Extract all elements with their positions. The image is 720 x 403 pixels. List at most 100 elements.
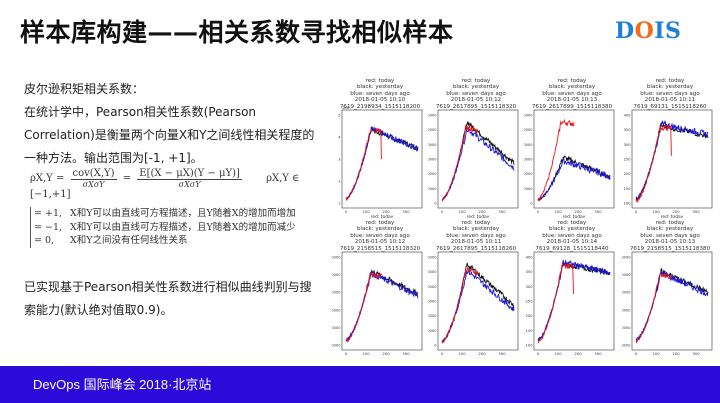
description-line: 一种方法。输出范围为[-1, +1]。 — [24, 151, 203, 165]
svg-text:1000000: 1000000 — [622, 308, 631, 312]
svg-text:1600000: 1600000 — [332, 256, 341, 260]
implementation-summary: 已实现基于Pearson相关性系数进行相似曲线判别与搜 索能力(默认绝对值取0.… — [24, 276, 324, 322]
logo-letter-s: S — [665, 18, 682, 44]
svg-text:100: 100 — [458, 351, 466, 356]
chart-caption: red: today black: yesterday blue: seven da… — [531, 78, 613, 110]
svg-text:200: 200 — [526, 314, 534, 318]
svg-text:1: 1 — [338, 202, 340, 206]
svg-text:1500000: 1500000 — [428, 300, 437, 304]
summary-line: 索能力(默认绝对值取0.9)。 — [24, 303, 173, 317]
chart-caption: red: today black: yesterday blue: seven da… — [339, 78, 421, 110]
svg-text:300000: 300000 — [524, 114, 533, 118]
logo-letter-d: D — [615, 18, 635, 44]
svg-text:350: 350 — [526, 270, 534, 274]
svg-text:red: today: red: today — [563, 214, 586, 218]
svg-text:400: 400 — [624, 114, 632, 118]
svg-text:250000: 250000 — [524, 128, 533, 132]
svg-text:100: 100 — [554, 351, 562, 356]
footer-bar: DevOps 国际峰会 2018·北京站 — [0, 366, 720, 403]
svg-text:100000: 100000 — [524, 172, 533, 176]
pearson-formula: ρX,Y = cov(X,Y) σXσY = E[(X − μX)(Y − μY)… — [30, 168, 300, 200]
svg-text:0: 0 — [635, 351, 638, 356]
svg-text:1200000: 1200000 — [622, 291, 631, 295]
svg-text:200: 200 — [672, 351, 680, 356]
svg-text:1400000: 1400000 — [332, 273, 341, 277]
svg-text:200: 200 — [624, 172, 632, 176]
svg-text:0: 0 — [635, 209, 638, 214]
svg-text:300: 300 — [692, 351, 700, 356]
svg-text:400: 400 — [526, 256, 534, 260]
svg-text:300: 300 — [498, 351, 506, 356]
svg-text:300: 300 — [402, 209, 410, 214]
svg-text:200: 200 — [672, 209, 680, 214]
similar-curve-chart: red: today black: yesterday blue: seven da… — [524, 218, 620, 360]
svg-text:300: 300 — [526, 285, 534, 289]
svg-text:150000: 150000 — [524, 158, 533, 162]
svg-text:300: 300 — [402, 351, 410, 356]
pearson-description: 皮尔逊积矩相关系数： 在统计学中，Pearson相关性系数(Pearson Co… — [24, 78, 324, 170]
svg-text:200: 200 — [478, 351, 486, 356]
similar-curve-chart: red: today black: yesterday blue: seven da… — [622, 218, 718, 360]
similar-curve-chart: red: today black: yesterday blue: seven da… — [428, 76, 524, 218]
chart-grid: red: today black: yesterday blue: seven da… — [332, 76, 718, 360]
svg-text:3000000: 3000000 — [428, 114, 437, 118]
svg-text:100: 100 — [362, 209, 370, 214]
description-line: Correlation)是衡量两个向量X和Y之间线性相关程度的 — [24, 128, 315, 142]
description-line: 在统计学中，Pearson相关性系数(Pearson — [24, 105, 257, 119]
svg-text:100: 100 — [526, 344, 534, 348]
svg-text:300: 300 — [624, 143, 632, 147]
chart-caption: red: today black: yesterday blue: seven da… — [339, 220, 421, 252]
svg-text:200: 200 — [574, 351, 582, 356]
similar-curve-chart: red: today black: yesterday blue: seven da… — [622, 76, 718, 218]
chart-caption: red: today black: yesterday blue: seven da… — [629, 220, 711, 252]
svg-text:1000000: 1000000 — [332, 308, 341, 312]
page-title: 样本库构建——相关系数寻找相似样本 — [20, 18, 454, 47]
pearson-heading: 皮尔逊积矩相关系数： — [24, 82, 145, 96]
svg-text:1200000: 1200000 — [332, 291, 341, 295]
case-row: = +1, X和Y可以由直线可方程描述，且Y随着X的增加而增加 — [34, 208, 296, 219]
svg-text:0: 0 — [530, 202, 533, 206]
chart-caption: red: today black: yesterday blue: seven da… — [535, 220, 609, 252]
svg-text:100: 100 — [652, 209, 660, 214]
svg-text:red: today: red: today — [661, 214, 684, 218]
svg-text:0: 0 — [537, 351, 540, 356]
svg-text:200: 200 — [382, 209, 390, 214]
svg-text:200: 200 — [478, 209, 486, 214]
svg-text:2500000: 2500000 — [428, 128, 437, 132]
svg-text:100: 100 — [554, 209, 562, 214]
svg-text:1000000: 1000000 — [428, 314, 437, 318]
svg-text:500000: 500000 — [428, 187, 437, 191]
event-name: DevOps 国际峰会 2018·北京站 — [33, 377, 212, 392]
svg-text:50000: 50000 — [524, 187, 533, 191]
svg-text:1500000: 1500000 — [428, 158, 437, 162]
svg-text:100: 100 — [624, 202, 632, 206]
svg-text:1600000: 1600000 — [622, 256, 631, 260]
summary-line: 已实现基于Pearson相关性系数进行相似曲线判别与搜 — [24, 280, 312, 294]
svg-text:red: today: red: today — [371, 214, 394, 218]
svg-text:300: 300 — [594, 351, 602, 356]
svg-text:300: 300 — [594, 209, 602, 214]
svg-text:250: 250 — [526, 300, 534, 304]
svg-text:3000000: 3000000 — [428, 256, 437, 260]
formula-range: ρX,Y ∈ [−1,+1] — [30, 173, 300, 200]
svg-text:0: 0 — [537, 209, 540, 214]
svg-text:0: 0 — [441, 351, 444, 356]
svg-text:1e6: 1e6 — [342, 106, 349, 110]
svg-text:3: 3 — [338, 158, 340, 162]
svg-text:5: 5 — [338, 114, 340, 118]
dois-logo: DOIS — [615, 18, 681, 44]
case-row: = 0, X和Y之间没有任何线性关系 — [34, 235, 188, 246]
svg-text:0: 0 — [434, 344, 437, 348]
svg-text:200: 200 — [382, 351, 390, 356]
similar-curve-chart: red: today black: yesterday blue: seven da… — [524, 76, 620, 218]
svg-text:200: 200 — [574, 209, 582, 214]
